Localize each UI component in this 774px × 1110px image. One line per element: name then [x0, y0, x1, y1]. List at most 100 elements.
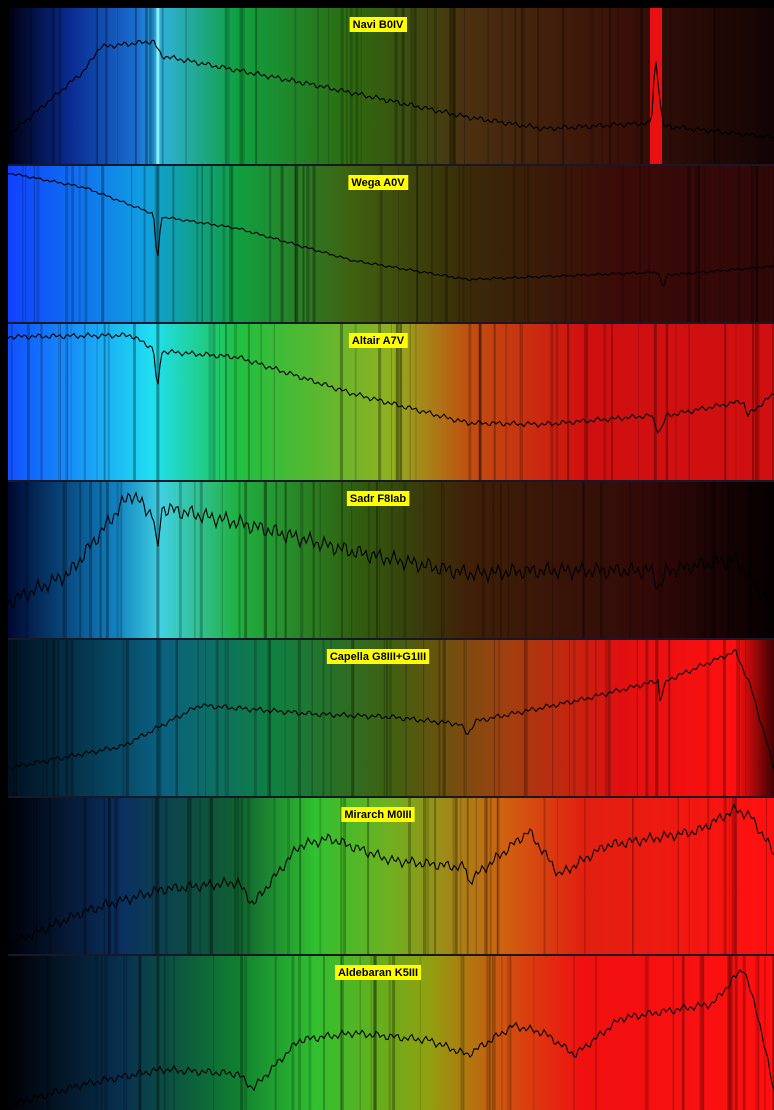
absorption-line [459, 166, 460, 322]
absorption-line [216, 640, 219, 796]
absorption-line [46, 956, 48, 1110]
emission-band [650, 8, 662, 164]
absorption-line [186, 8, 187, 164]
absorption-line [22, 166, 23, 322]
absorption-line [764, 956, 766, 1110]
absorption-line [285, 482, 286, 638]
star-name: Sadr F8Iab [350, 493, 407, 505]
absorption-line [65, 640, 68, 796]
absorption-line [416, 166, 418, 322]
absorption-line [724, 324, 726, 480]
absorption-line [524, 482, 527, 638]
absorption-line [414, 8, 417, 164]
absorption-line [117, 8, 118, 164]
absorption-line [670, 8, 671, 164]
absorption-line [723, 640, 726, 796]
absorption-line [123, 956, 125, 1110]
absorption-line [70, 640, 71, 796]
star-name: Aldebaran K5III [338, 967, 418, 979]
absorption-line [552, 482, 553, 638]
absorption-line [152, 8, 154, 164]
absorption-line [565, 166, 567, 322]
absorption-line [196, 166, 198, 322]
absorption-line [590, 8, 593, 164]
absorption-line [763, 8, 764, 164]
absorption-line [492, 482, 494, 638]
star-label: Navi B0IV [350, 17, 407, 32]
absorption-line [643, 482, 644, 638]
absorption-line [689, 798, 690, 954]
absorption-line [658, 482, 659, 638]
absorption-line [629, 482, 631, 638]
absorption-line [255, 8, 257, 164]
absorption-line [498, 640, 500, 796]
absorption-line [46, 640, 49, 796]
absorption-line [101, 166, 104, 322]
absorption-line [494, 324, 496, 480]
absorption-line [247, 798, 250, 954]
absorption-line [488, 8, 489, 164]
absorption-line [264, 482, 267, 638]
absorption-line [212, 324, 215, 480]
absorption-line [52, 640, 54, 796]
absorption-line [162, 8, 164, 164]
absorption-line [156, 8, 159, 164]
absorption-line [698, 166, 700, 322]
absorption-line [524, 166, 525, 322]
absorption-line [302, 166, 304, 322]
absorption-line [645, 640, 648, 796]
absorption-line [27, 482, 28, 638]
absorption-line [101, 956, 103, 1110]
absorption-line [197, 640, 199, 796]
spectrum-panel: Aldebaran K5III [8, 956, 774, 1110]
absorption-line [427, 798, 429, 954]
absorption-line [490, 798, 492, 954]
absorption-line [116, 482, 119, 638]
absorption-line [501, 8, 502, 164]
absorption-line [522, 324, 523, 480]
absorption-line [678, 798, 679, 954]
absorption-line [156, 798, 159, 954]
absorption-line [149, 8, 152, 164]
absorption-line [295, 166, 298, 322]
star-name: Capella G8III+G1III [330, 651, 426, 663]
absorption-line [228, 640, 229, 796]
absorption-line [291, 956, 294, 1110]
absorption-line [707, 798, 709, 954]
absorption-line [100, 482, 102, 638]
absorption-line [748, 482, 751, 638]
absorption-line [505, 324, 507, 480]
absorption-line [415, 324, 416, 480]
absorption-line [240, 956, 243, 1110]
star-name: Navi B0IV [353, 19, 404, 31]
absorption-line [637, 640, 638, 796]
absorption-line [210, 798, 213, 954]
absorption-line [244, 482, 247, 638]
absorption-line [176, 640, 178, 796]
absorption-line [423, 798, 424, 954]
absorption-line [323, 640, 325, 796]
absorption-line [219, 324, 220, 480]
absorption-line [62, 482, 65, 638]
spectrum-panel: Altair A7V [8, 324, 774, 481]
absorption-line [241, 798, 243, 954]
absorption-line [165, 798, 168, 954]
absorption-line [237, 798, 239, 954]
absorption-line [611, 324, 612, 480]
absorption-line [65, 166, 68, 322]
absorption-line [254, 640, 257, 796]
absorption-line [71, 324, 72, 480]
absorption-line [727, 956, 730, 1110]
absorption-line [202, 166, 203, 322]
star-label: Mirarch M0III [341, 807, 414, 822]
absorption-line [269, 166, 271, 322]
absorption-line [106, 482, 109, 638]
absorption-line [275, 482, 277, 638]
absorption-line [126, 956, 127, 1110]
absorption-line [189, 798, 192, 954]
absorption-line [306, 166, 309, 322]
absorption-line [319, 798, 321, 954]
absorption-line [701, 956, 704, 1110]
absorption-line [298, 640, 301, 796]
